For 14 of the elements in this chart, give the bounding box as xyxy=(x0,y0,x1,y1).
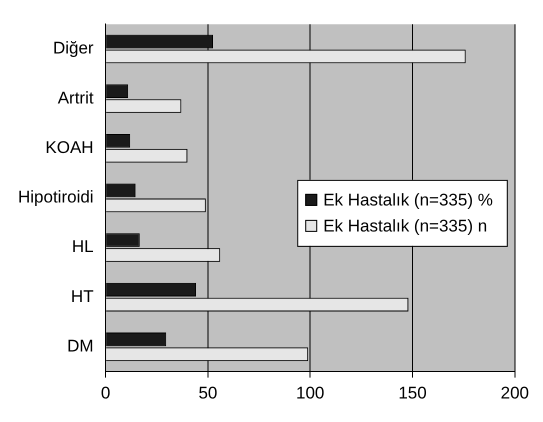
x-tick-label: 0 xyxy=(100,383,110,402)
y-tick-label: Artrit xyxy=(58,88,94,108)
y-tick-label: Hipotiroidi xyxy=(18,188,94,207)
y-tick-label: KOAH xyxy=(45,138,94,157)
x-tick-label: 150 xyxy=(398,383,427,402)
y-tick-label: DM xyxy=(67,336,94,356)
y-tick-label: Diğer xyxy=(52,38,94,58)
legend-label: Ek Hastalık (n=335) n xyxy=(323,216,488,236)
legend-label: Ek Hastalık (n=335) % xyxy=(323,190,493,210)
x-tick-label: 200 xyxy=(500,383,530,402)
x-tick-label: 50 xyxy=(198,383,218,402)
y-tick-label: HT xyxy=(70,286,94,306)
y-tick-label: HL xyxy=(72,237,94,256)
x-tick-label: 100 xyxy=(296,383,324,402)
